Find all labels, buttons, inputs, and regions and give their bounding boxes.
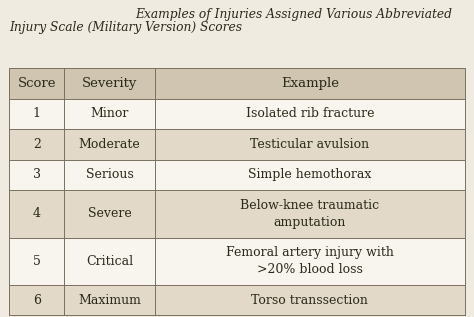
Bar xyxy=(155,160,465,190)
Text: 1: 1 xyxy=(33,107,41,120)
Text: Testicular avulsion: Testicular avulsion xyxy=(250,138,369,151)
Text: 3: 3 xyxy=(33,169,41,182)
Text: 2: 2 xyxy=(33,138,41,151)
Text: 5: 5 xyxy=(33,255,41,268)
Text: Maximum: Maximum xyxy=(78,294,141,307)
Bar xyxy=(155,237,465,285)
Text: Minor: Minor xyxy=(91,107,129,120)
Bar xyxy=(64,68,155,99)
Bar xyxy=(64,237,155,285)
Text: Critical: Critical xyxy=(86,255,133,268)
Bar xyxy=(9,237,64,285)
Text: Example: Example xyxy=(281,77,339,90)
Bar xyxy=(9,285,64,315)
Text: 6: 6 xyxy=(33,294,41,307)
Bar xyxy=(64,160,155,190)
Bar xyxy=(64,99,155,129)
Bar xyxy=(155,190,465,237)
Bar xyxy=(9,160,64,190)
Text: Moderate: Moderate xyxy=(79,138,140,151)
Text: Isolated rib fracture: Isolated rib fracture xyxy=(246,107,374,120)
Bar xyxy=(9,99,64,129)
Text: 4: 4 xyxy=(33,207,41,220)
Bar xyxy=(9,68,64,99)
Bar xyxy=(64,190,155,237)
Bar xyxy=(9,190,64,237)
Text: Severe: Severe xyxy=(88,207,131,220)
Bar xyxy=(64,129,155,160)
Text: Serious: Serious xyxy=(86,169,134,182)
Text: Score: Score xyxy=(18,77,56,90)
Bar xyxy=(155,285,465,315)
Bar xyxy=(9,129,64,160)
Bar xyxy=(155,129,465,160)
Text: Femoral artery injury with
>20% blood loss: Femoral artery injury with >20% blood lo… xyxy=(226,247,394,276)
Text: Below-knee traumatic
amputation: Below-knee traumatic amputation xyxy=(240,199,379,229)
Bar xyxy=(155,68,465,99)
Text: Severity: Severity xyxy=(82,77,137,90)
Bar xyxy=(64,285,155,315)
Text: Injury Scale (Military Version) Scores: Injury Scale (Military Version) Scores xyxy=(9,21,243,34)
Bar xyxy=(155,99,465,129)
Text: Simple hemothorax: Simple hemothorax xyxy=(248,169,372,182)
Text: Examples of Injuries Assigned Various Abbreviated: Examples of Injuries Assigned Various Ab… xyxy=(136,8,452,21)
Text: Torso transsection: Torso transsection xyxy=(251,294,368,307)
